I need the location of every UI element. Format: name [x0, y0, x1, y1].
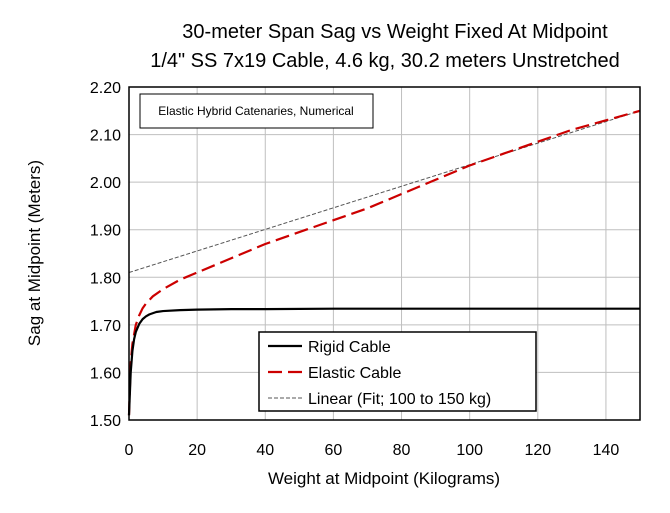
series-line-2 [128, 110, 641, 274]
series-line-0 [127, 307, 640, 416]
legend: Rigid Cable Elastic Cable Linear (Fit; 100… [258, 331, 537, 412]
x-tick-label: 140 [593, 442, 620, 459]
legend-label: Rigid Cable [308, 339, 391, 356]
y-tick-labels: 1.50 1.60 1.70 1.80 1.90 2.00 2.10 2.20 [90, 80, 121, 430]
annotation-box: Elastic Hybrid Catenaries, Numerical [139, 93, 374, 129]
x-tick-label: 0 [125, 442, 134, 459]
series-line-1 [127, 109, 641, 416]
chart-title: 30-meter Span Sag vs Weight Fixed At Mid… [182, 21, 608, 43]
x-tick-label: 80 [393, 442, 411, 459]
y-tick-label: 2.00 [90, 175, 121, 192]
y-tick-label: 1.80 [90, 270, 121, 287]
chart-subtitle: 1/4" SS 7x19 Cable, 4.6 kg, 30.2 meters … [150, 50, 620, 72]
series-layer [127, 109, 641, 416]
y-tick-label: 2.10 [90, 128, 121, 145]
y-tick-label: 1.90 [90, 223, 121, 240]
y-tick-label: 1.60 [90, 365, 121, 382]
x-axis-label: Weight at Midpoint (Kilograms) [268, 469, 500, 488]
x-tick-labels: 0 20 40 60 80 100 120 140 [125, 442, 620, 459]
x-tick-label: 100 [456, 442, 483, 459]
y-tick-label: 1.70 [90, 318, 121, 335]
x-tick-label: 60 [325, 442, 343, 459]
y-tick-label: 1.50 [90, 413, 121, 430]
annotation-text: Elastic Hybrid Catenaries, Numerical [158, 104, 353, 118]
y-axis-label: Sag at Midpoint (Meters) [25, 160, 44, 346]
legend-label: Elastic Cable [308, 365, 401, 382]
legend-label: Linear (Fit; 100 to 150 kg) [308, 391, 491, 408]
plot-border [128, 86, 641, 421]
x-tick-label: 120 [524, 442, 551, 459]
x-tick-label: 40 [256, 442, 274, 459]
y-tick-label: 2.20 [90, 80, 121, 97]
x-tick-label: 20 [188, 442, 206, 459]
